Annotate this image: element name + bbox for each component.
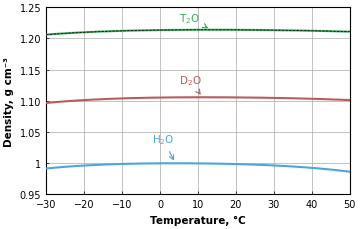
- X-axis label: Temperature, °C: Temperature, °C: [150, 215, 246, 225]
- Text: H$_2$O: H$_2$O: [152, 133, 175, 160]
- Text: T$_2$O: T$_2$O: [179, 12, 207, 29]
- Text: D$_2$O: D$_2$O: [179, 74, 202, 95]
- Y-axis label: Density, g cm⁻³: Density, g cm⁻³: [4, 57, 14, 146]
